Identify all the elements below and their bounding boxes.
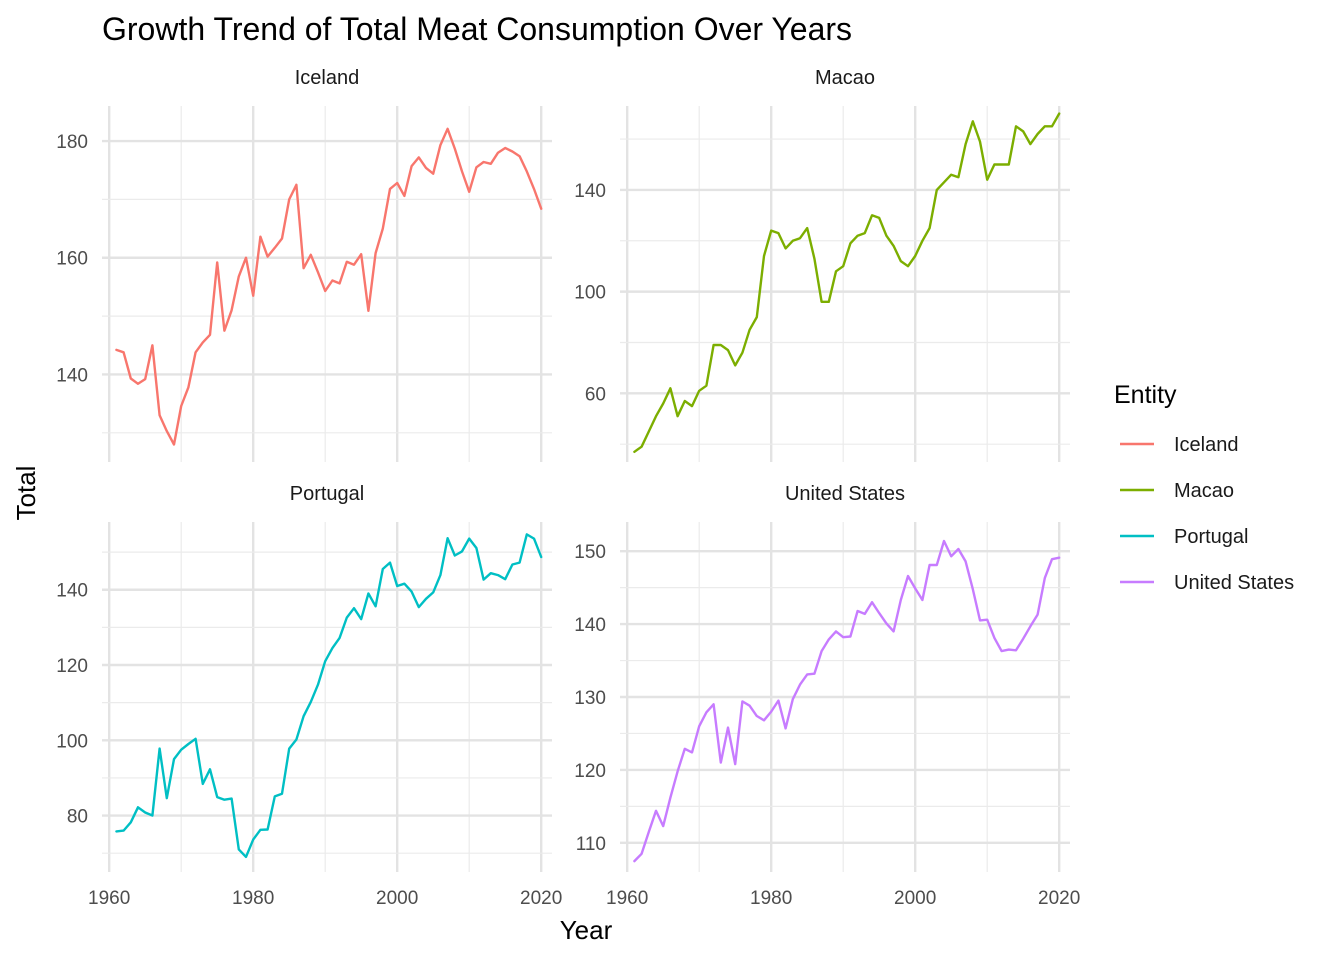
facet-panels: Iceland 140 160 180 Macao 60 100 140 Portugal 80 1… (56, 67, 1080, 909)
y-tick-label: 140 (56, 365, 88, 386)
x-tick-label: 1980 (750, 888, 792, 909)
legend: Entity Iceland Macao Portugal United States (1114, 381, 1294, 594)
facet-iceland: Iceland 140 160 180 (56, 67, 552, 462)
y-tick-label: 140 (574, 615, 606, 636)
series-line-united-states (633, 539, 1061, 863)
legend-entry-macao: Macao (1120, 480, 1234, 502)
series-line-iceland (115, 127, 543, 446)
series-line-portugal (115, 533, 543, 859)
series-line-macao (633, 112, 1061, 453)
y-tick-label: 140 (574, 181, 606, 202)
y-axis-label: Total (11, 466, 41, 521)
facet-strip-label: Iceland (295, 67, 360, 89)
facet-portugal: Portugal 80 100 120 140 1960 1980 2000 2020 (56, 483, 562, 909)
legend-label: Portugal (1174, 526, 1249, 548)
legend-label: United States (1174, 572, 1294, 594)
legend-label: Macao (1174, 480, 1234, 502)
facet-strip-label: United States (785, 483, 905, 505)
x-tick-label: 1980 (232, 888, 274, 909)
facet-strip-label: Portugal (290, 483, 365, 505)
x-tick-label: 2020 (520, 888, 562, 909)
x-tick-label: 2000 (894, 888, 936, 909)
x-tick-label: 1960 (606, 888, 648, 909)
y-tick-label: 180 (56, 132, 88, 153)
facet-macao: Macao 60 100 140 (574, 67, 1070, 462)
x-tick-label: 2000 (376, 888, 418, 909)
y-tick-label: 120 (574, 761, 606, 782)
x-axis-label: Year (560, 915, 613, 945)
y-tick-label: 100 (56, 731, 88, 752)
x-tick-label: 1960 (88, 888, 130, 909)
y-tick-label: 110 (576, 834, 606, 855)
y-tick-label: 150 (574, 542, 606, 563)
facet-united-states: United States 110 120 130 140 150 1960 1980 2000… (574, 483, 1080, 909)
y-tick-label: 100 (574, 283, 606, 304)
legend-entry-iceland: Iceland (1120, 434, 1239, 456)
legend-entry-united-states: United States (1120, 572, 1294, 594)
y-tick-label: 80 (67, 807, 88, 828)
legend-title: Entity (1114, 381, 1177, 409)
y-tick-label: 130 (574, 688, 606, 709)
legend-entry-portugal: Portugal (1120, 526, 1249, 548)
y-tick-label: 160 (56, 249, 88, 270)
y-tick-label: 120 (56, 656, 88, 677)
x-tick-label: 2020 (1038, 888, 1080, 909)
y-tick-label: 140 (56, 581, 88, 602)
y-tick-label: 60 (585, 384, 606, 405)
facet-strip-label: Macao (815, 67, 875, 89)
chart-title: Growth Trend of Total Meat Consumption O… (102, 11, 852, 47)
legend-label: Iceland (1174, 434, 1239, 456)
